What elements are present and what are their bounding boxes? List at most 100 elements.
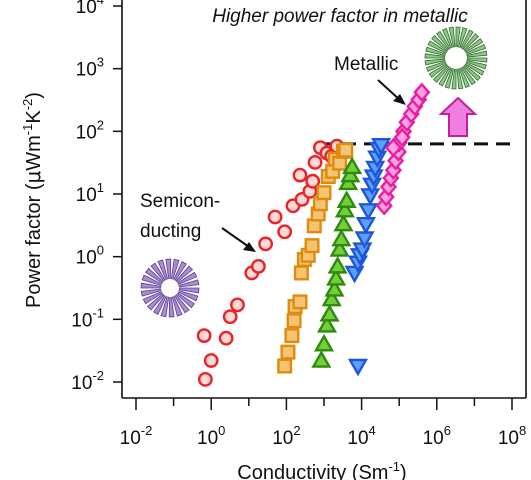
x-tick-label-exponent: -2 — [141, 423, 153, 438]
x-axis-title-part: ) — [400, 462, 407, 480]
x-axis-title: Conductivity (Sm-1) — [237, 459, 406, 480]
x-tick-label-base: 10 — [197, 428, 218, 449]
y-tick-label-exponent: 2 — [97, 117, 104, 132]
data-point — [384, 137, 402, 158]
data-point — [316, 314, 338, 333]
y-tick-label-base: 10 — [76, 0, 97, 18]
x-tick-label: 108 — [498, 423, 526, 449]
data-point — [280, 344, 296, 360]
x-tick-label-exponent: 8 — [519, 423, 526, 438]
data-point — [355, 216, 376, 235]
x-tick-label: 102 — [272, 423, 300, 449]
data-point — [292, 294, 308, 310]
data-point — [333, 213, 354, 232]
x-tick-label-exponent: 0 — [218, 423, 225, 438]
data-point — [305, 173, 321, 189]
annotation-semiconducting-line2: ducting — [140, 221, 201, 242]
data-point — [413, 82, 431, 103]
x-tick-label-exponent: 4 — [369, 423, 376, 438]
x-tick-label-base: 10 — [120, 428, 141, 449]
data-point — [334, 199, 355, 218]
x-tick-label-base: 10 — [347, 428, 368, 449]
x-tick-label: 10-2 — [120, 423, 153, 449]
metallic-nanotube-icon — [424, 26, 488, 90]
x-axis-title-sup: -1 — [388, 459, 400, 474]
x-tick-label: 104 — [347, 423, 375, 449]
data-point — [311, 350, 332, 368]
y-tick-label-exponent: -2 — [92, 368, 104, 383]
data-point — [329, 239, 350, 257]
arrowhead-metallic — [393, 94, 406, 105]
y-tick-label-exponent: 0 — [97, 243, 104, 258]
data-point — [316, 185, 332, 201]
data-point — [371, 138, 392, 156]
data-point — [313, 333, 335, 352]
y-axis-title-part: ) — [23, 92, 45, 99]
data-point — [326, 267, 347, 286]
data-point — [319, 303, 340, 322]
data-point — [304, 238, 320, 254]
x-tick-label-base: 10 — [423, 428, 444, 449]
semiconducting-nanotube-icon — [140, 258, 200, 318]
data-point — [307, 154, 323, 170]
x-tick-label-exponent: 6 — [444, 423, 451, 438]
x-axis-ticks: 10-2 100 102 104 106 108 — [120, 398, 526, 449]
y-tick-label: 10-1 — [71, 305, 104, 331]
y-axis-title-mu: μ — [21, 170, 45, 183]
y-tick-label-exponent: 1 — [97, 180, 104, 195]
y-axis-title-sup: -1 — [20, 124, 35, 136]
data-point — [293, 265, 309, 281]
y-axis-title-part: K — [23, 110, 45, 124]
arrowhead-semiconducting — [243, 242, 256, 252]
y-tick-label-exponent: 3 — [97, 55, 104, 70]
data-point — [203, 353, 219, 368]
y-tick-label-exponent: -1 — [92, 305, 104, 320]
y-tick-label-base: 10 — [76, 122, 97, 143]
y-tick-label-base: 10 — [76, 185, 97, 206]
data-point — [342, 156, 363, 175]
up-arrow-icon — [438, 96, 478, 137]
annotation-semiconducting-line1: Semicon- — [140, 191, 220, 212]
y-axis-title-part: Wm — [23, 135, 45, 171]
y-tick-label: 104 — [76, 0, 104, 18]
x-tick-label: 100 — [197, 423, 225, 449]
y-tick-label: 101 — [76, 180, 104, 206]
data-point — [196, 328, 212, 344]
data-point — [267, 209, 283, 225]
data-point — [321, 288, 342, 307]
series-diamond — [375, 82, 431, 216]
y-tick-label: 10-2 — [71, 368, 104, 394]
x-tick-label-base: 10 — [498, 428, 519, 449]
data-point — [277, 224, 293, 240]
series-triangle-down — [344, 138, 392, 377]
chart-headline: Higher power factor in metallic — [212, 6, 468, 27]
data-point — [250, 258, 266, 274]
data-point — [331, 228, 352, 247]
data-point — [230, 297, 245, 313]
series-square — [277, 142, 354, 374]
y-tick-label: 103 — [76, 55, 104, 81]
y-tick-label: 102 — [76, 117, 104, 143]
x-tick-label: 106 — [423, 423, 451, 449]
data-point — [354, 231, 375, 249]
y-tick-label-base: 10 — [76, 60, 97, 81]
data-point — [197, 372, 213, 387]
x-tick-label-exponent: 2 — [293, 423, 300, 438]
data-point — [358, 203, 379, 221]
x-axis-title-part: Conductivity (Sm — [237, 462, 388, 480]
y-axis-title: Power factor (μWm-1K-2) — [20, 92, 45, 308]
series-circle — [196, 138, 345, 387]
x-tick-label-base: 10 — [272, 428, 293, 449]
data-point — [222, 309, 238, 325]
data-point — [336, 190, 357, 208]
data-point — [327, 255, 348, 274]
data-point — [347, 358, 369, 377]
y-axis-title-part: Power factor ( — [23, 183, 45, 308]
y-tick-label-base: 10 — [76, 248, 97, 269]
y-tick-label-exponent: 4 — [97, 0, 104, 7]
series-triangle-up — [311, 156, 363, 368]
y-axis-ticks: 10-210-1100101102103104 — [71, 0, 122, 394]
data-point — [324, 279, 345, 297]
data-point — [218, 330, 234, 346]
